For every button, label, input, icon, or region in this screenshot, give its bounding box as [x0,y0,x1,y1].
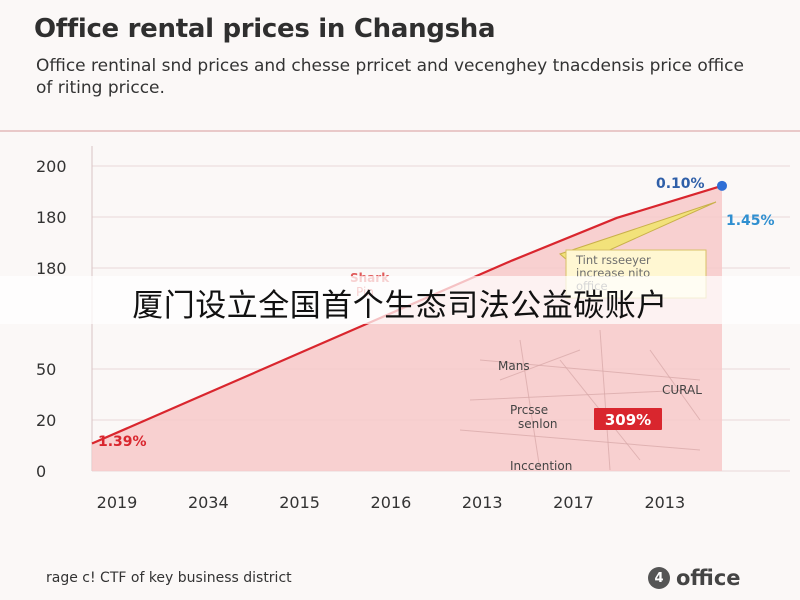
map-label: CURAL [662,383,702,397]
y-tick-label: 180 [36,259,67,278]
frame-divider [0,130,800,132]
x-tick-label: 2013 [644,493,685,512]
x-tick-label: 2034 [188,493,229,512]
brand-mark-icon: 4 [648,567,670,589]
x-tick-label: 2015 [279,493,320,512]
brand-text: office [676,566,741,590]
x-tick-label: 2013 [462,493,503,512]
x-tick-label: 2017 [553,493,594,512]
badge-label: 309% [605,411,651,429]
x-tick-label: 2019 [97,493,138,512]
y-tick-label: 50 [36,360,56,379]
map-texture-line [479,359,701,381]
map-label: Prcsse [510,403,548,417]
data-point [717,180,727,191]
footer-source-note: rage c! CTF of key business district [46,570,292,586]
caption-overlay-band [0,276,800,324]
map-label: Inccention [510,459,572,473]
y-tick-label: 200 [36,157,67,176]
badge-background [594,408,662,430]
map-texture-line [649,349,701,421]
map-texture-line [469,389,691,401]
y-tick-label: 0 [36,462,46,481]
map-texture-line [519,339,541,471]
chart-subtitle: Office rentinal snd prices and chesse pr… [36,56,744,98]
y-tick-label: 180 [36,208,67,227]
y-tick-label: 20 [36,411,56,430]
map-label: senlon [518,417,558,431]
start-value-label: 1.39% [98,434,147,450]
map-label: Mans [498,359,530,373]
caption-overlay-text: 厦门设立全国首个生态司法公益碳账户 [132,288,668,324]
brand-logo: 4 office [648,566,741,590]
map-texture-line [499,349,581,381]
callout-text: Tint rsseeyer [575,253,651,267]
map-texture-line [599,329,611,471]
x-tick-label: 2016 [371,493,412,512]
end-right-label: 1.45% [726,213,775,229]
end-top-label: 0.10% [656,176,705,192]
chart-title: Office rental prices in Changsha [34,14,496,44]
map-texture-line [459,429,701,451]
